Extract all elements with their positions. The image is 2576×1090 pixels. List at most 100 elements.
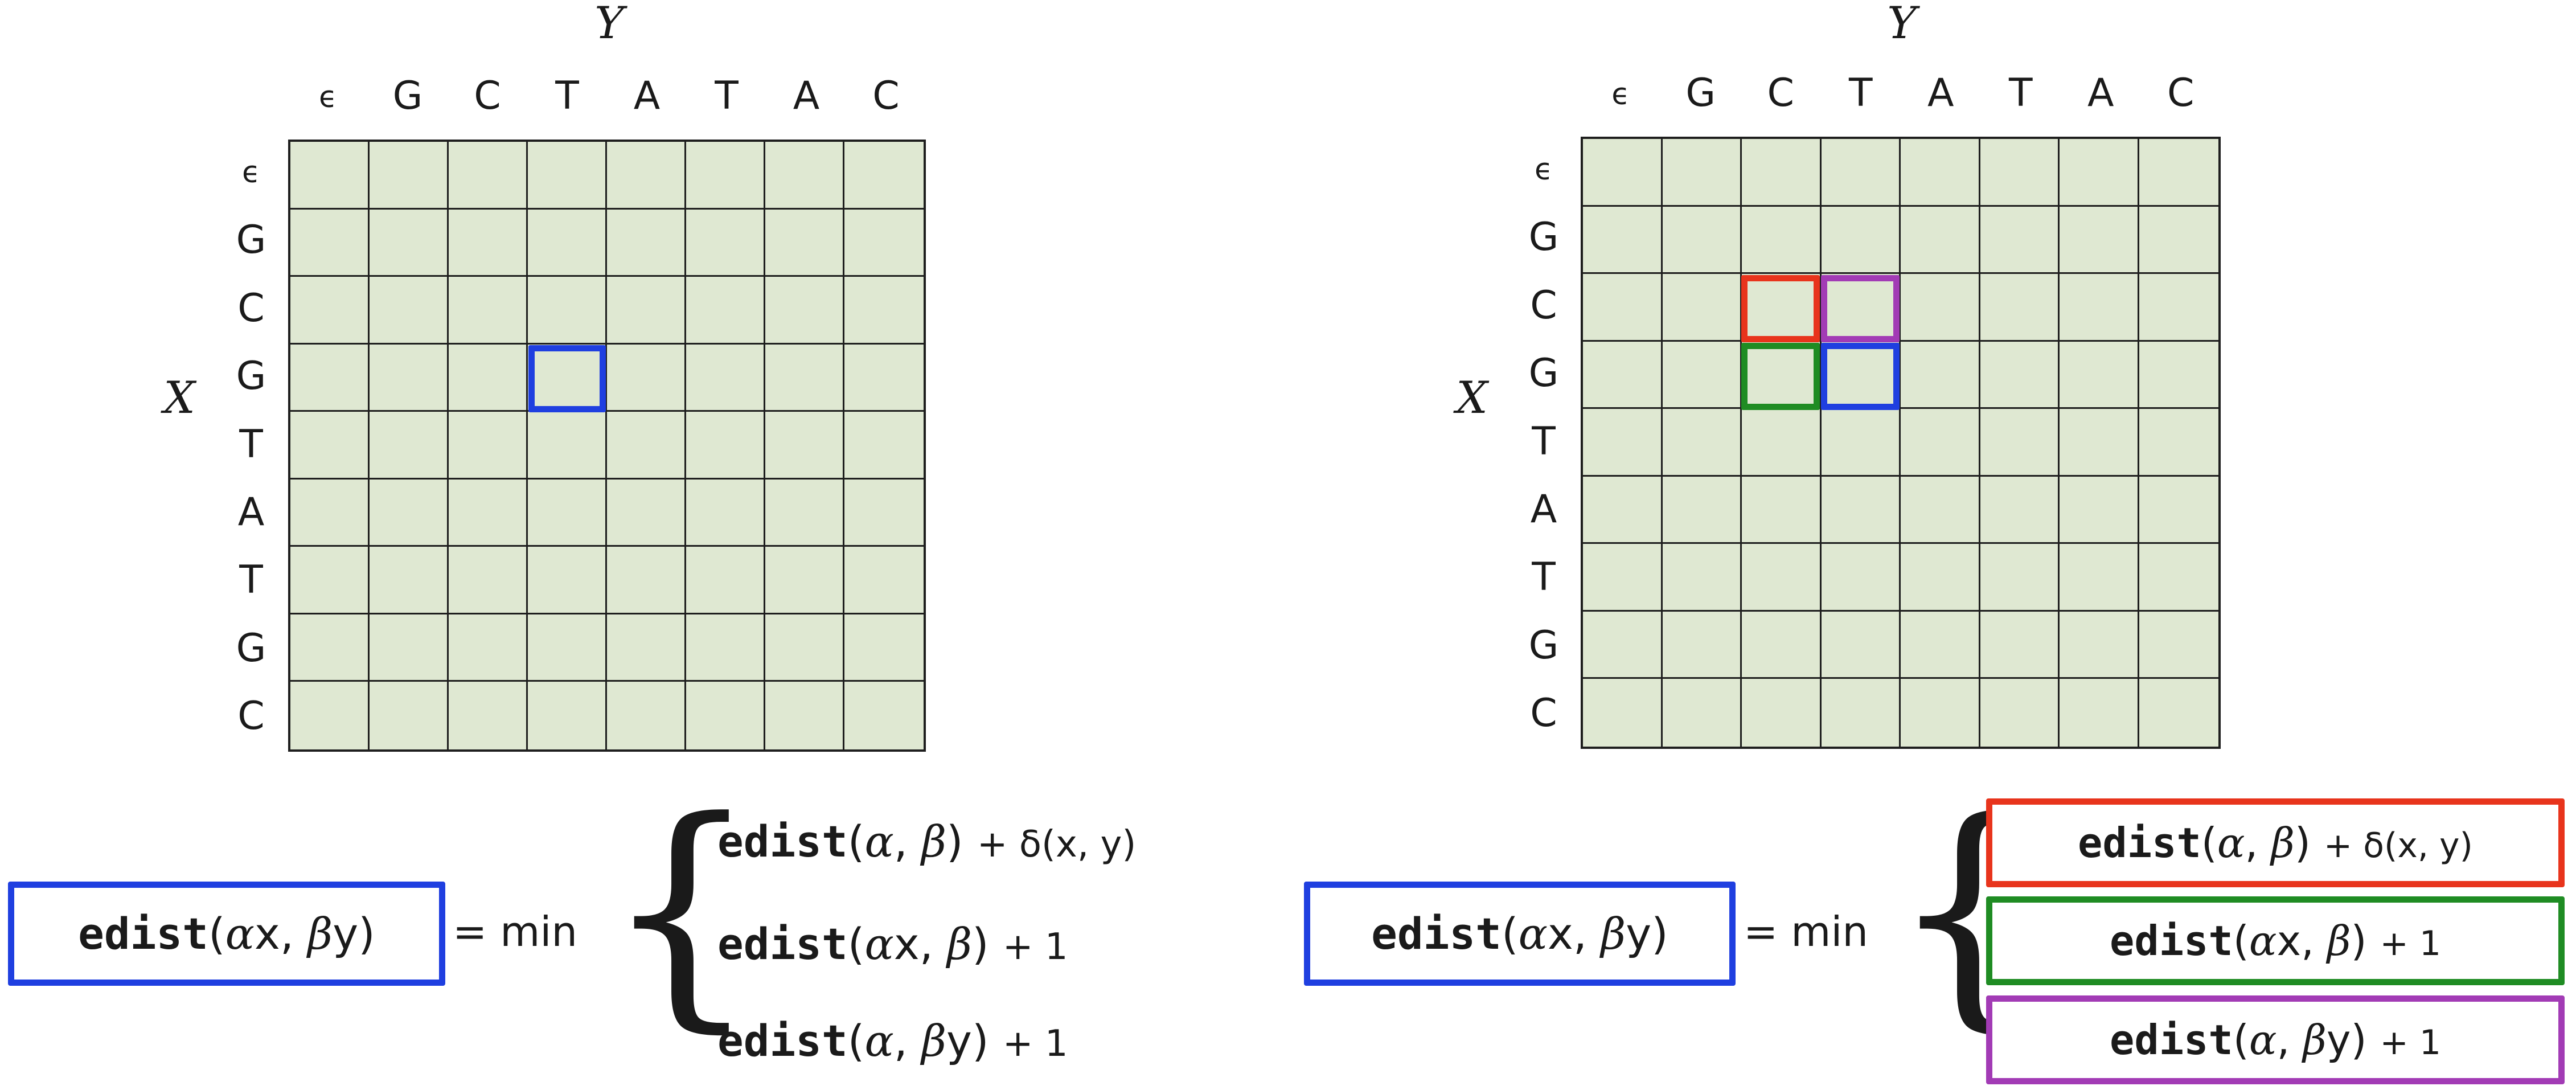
curly-brace: { (604, 769, 760, 1054)
matrix-cell (1583, 274, 1663, 342)
matrix-cell (844, 210, 924, 277)
matrix-cell (686, 277, 765, 345)
matrix-cell (1980, 341, 2060, 409)
matrix-cell (1901, 341, 1980, 409)
matrix-cell (449, 412, 528, 480)
matrix-cell (607, 479, 686, 547)
matrix-cell (2060, 476, 2139, 544)
column-label: ϵ (319, 80, 337, 114)
matrix-cell (1980, 206, 2060, 274)
matrix-cell (1901, 206, 1980, 274)
column-label: A (793, 73, 820, 118)
matrix-cell (1901, 274, 1980, 342)
matrix-cell (449, 142, 528, 210)
column-label: ϵ (1611, 77, 1630, 112)
lhs-box: edist(αx, βy) (8, 882, 445, 986)
matrix-cell (2060, 611, 2139, 679)
matrix-cell (2139, 477, 2218, 544)
matrix-cell (290, 614, 370, 682)
matrix-cell (1901, 476, 1980, 544)
case-above: edist(α, βy) + 1 (717, 1015, 1068, 1066)
matrix-cell (1662, 611, 1742, 679)
case-above-box: edist(α, βy) + 1 (1986, 995, 2565, 1084)
matrix-cell (290, 209, 370, 277)
case-left: edist(αx, β) + 1 (717, 919, 1068, 969)
matrix-cell (2139, 342, 2218, 409)
lhs-box: edist(αx, βy) (1304, 882, 1736, 986)
matrix-cell (765, 277, 844, 345)
case-diagonal-box: edist(α, β) + δ(x, y) (1986, 798, 2565, 887)
matrix-cell (844, 277, 924, 345)
matrix-cell (765, 614, 844, 682)
matrix-cell (290, 142, 370, 210)
matrix-cell (370, 209, 449, 277)
matrix-cell (1583, 611, 1663, 679)
matrix-cell (370, 344, 449, 412)
matrix-cell (1742, 679, 1822, 747)
matrix-cell (686, 614, 765, 682)
matrix-cell (1583, 409, 1663, 477)
matrix-cell (290, 682, 370, 749)
matrix-cell (607, 209, 686, 277)
matrix-cell (844, 682, 924, 749)
column-label: C (1767, 71, 1794, 116)
column-label: A (633, 73, 661, 118)
matrix-cell (1821, 476, 1901, 544)
column-label: C (474, 73, 501, 118)
row-label: G (236, 218, 266, 263)
matrix-cell (449, 277, 528, 345)
matrix-cell (686, 209, 765, 277)
matrix-cell (1821, 206, 1901, 274)
case-left-box: edist(αx, β) + 1 (1986, 896, 2565, 985)
matrix-cell (1662, 206, 1742, 274)
matrix-cell (2060, 274, 2139, 342)
case-diagonal: edist(α, β) + δ(x, y) (717, 816, 1137, 867)
matrix-cell (528, 682, 607, 749)
matrix-cell (1901, 611, 1980, 679)
matrix-cell (607, 682, 686, 749)
matrix-cell (1742, 476, 1822, 544)
matrix-cell (607, 412, 686, 480)
matrix-cell (1742, 206, 1822, 274)
matrix-cell (528, 547, 607, 614)
row-label: G (1528, 351, 1559, 396)
matrix-cell (1662, 476, 1742, 544)
current-cell-highlight (1821, 343, 1900, 410)
matrix-cell (1901, 409, 1980, 477)
matrix-cell (370, 479, 449, 547)
diagonal-cell-highlight (1741, 275, 1820, 342)
matrix-cell (844, 547, 924, 614)
matrix-cell (1742, 409, 1822, 477)
matrix-cell (1980, 611, 2060, 679)
column-label: A (2087, 71, 2114, 116)
matrix-cell (765, 682, 844, 749)
matrix-cell (1583, 476, 1663, 544)
matrix-cell (765, 547, 844, 614)
matrix-cell (765, 344, 844, 412)
matrix-cell (607, 344, 686, 412)
matrix-cell (1583, 206, 1663, 274)
row-label: A (1530, 486, 1557, 532)
equals-min: = min (453, 908, 577, 956)
matrix-cell (1662, 274, 1742, 342)
matrix-cell (1663, 679, 1742, 747)
matrix-cell (370, 412, 449, 480)
edist-fn: edist (78, 908, 208, 959)
matrix-cell (1821, 611, 1901, 679)
lhs-expression: edist(αx, βy) (78, 908, 375, 959)
row-label: C (237, 694, 265, 739)
matrix-cell (290, 479, 370, 547)
row-label: T (239, 558, 263, 603)
column-label: C (2167, 71, 2194, 116)
above-cell-highlight (1821, 275, 1900, 342)
column-label: G (1685, 71, 1716, 116)
matrix-cell (1583, 679, 1663, 747)
matrix-cell (370, 614, 449, 682)
x-axis-title: X (163, 372, 195, 424)
matrix-cell (607, 142, 686, 210)
left-cell-highlight (1741, 343, 1820, 410)
matrix-cell (370, 277, 449, 345)
row-label: T (1532, 555, 1556, 600)
matrix-cell (1662, 409, 1742, 477)
row-label: G (1528, 622, 1559, 668)
